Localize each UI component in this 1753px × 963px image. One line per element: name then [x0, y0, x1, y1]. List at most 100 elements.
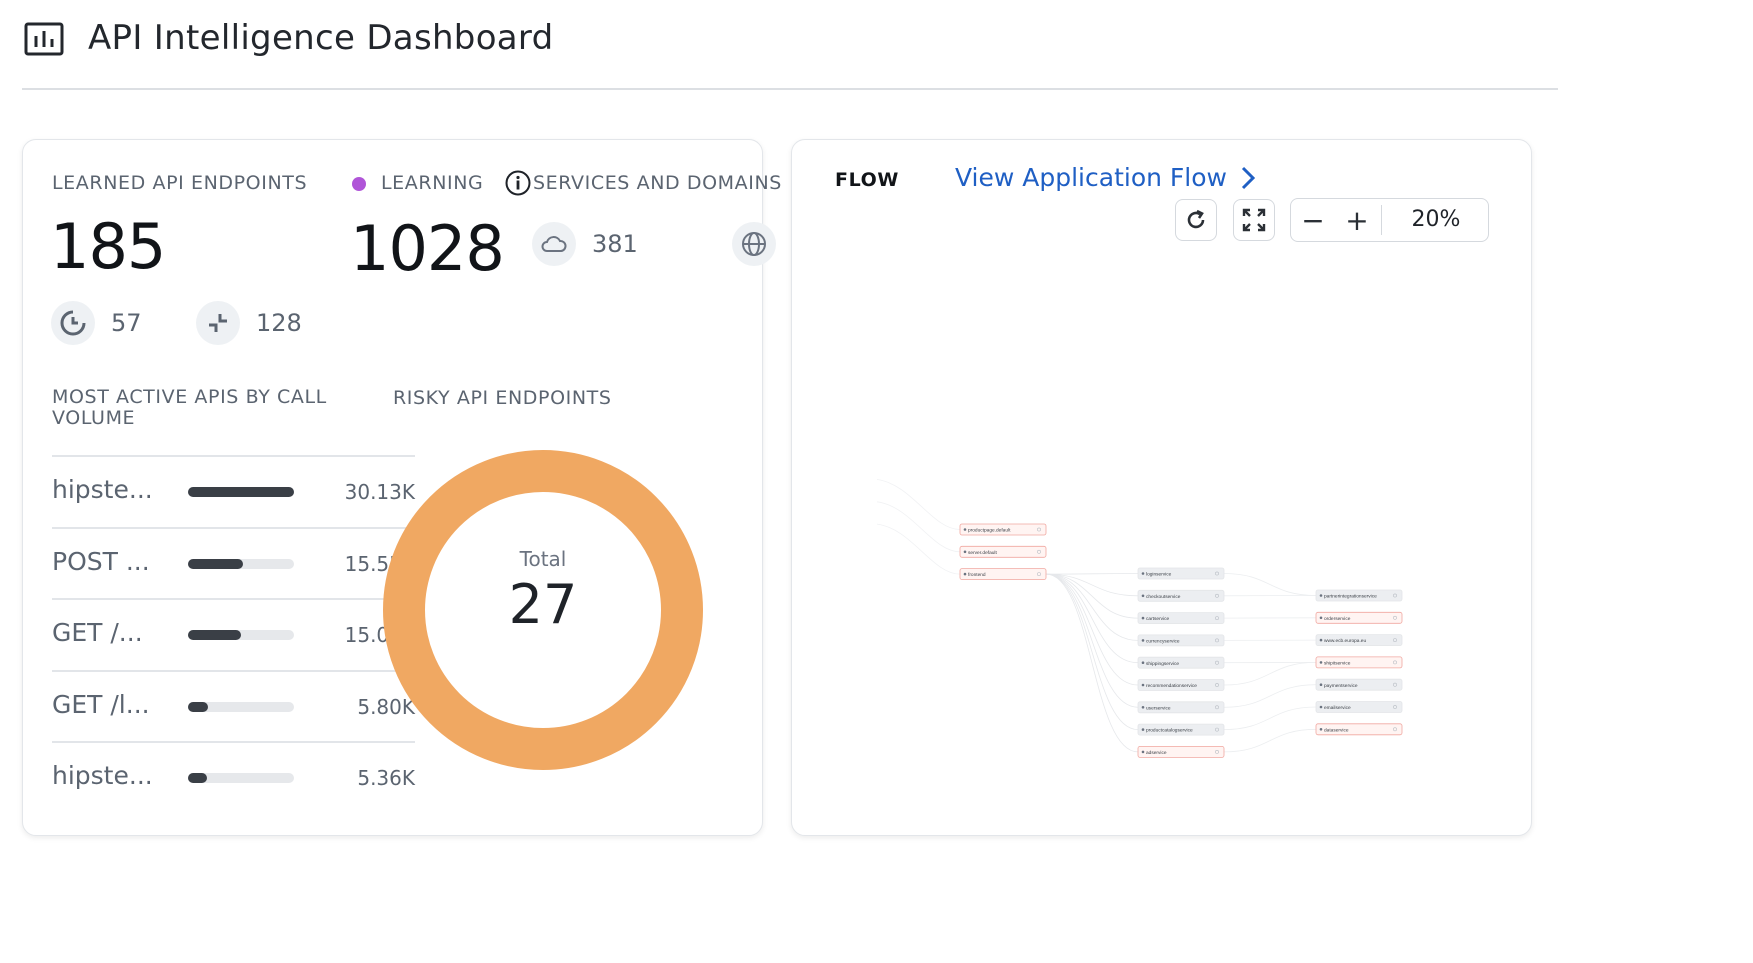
expand-icon — [1242, 208, 1266, 232]
flow-edge — [1045, 573, 1139, 730]
api-call-volume: 30.13K — [344, 480, 415, 504]
api-summary-card: LEARNED API ENDPOINTS 185 LEARNING SERVI… — [22, 139, 823, 836]
flow-node-label: shippingservice — [1146, 661, 1179, 667]
zoom-out-button[interactable]: − — [1301, 203, 1325, 237]
api-row[interactable]: hipste... 30.13K — [52, 455, 415, 527]
flow-node[interactable]: dataservice — [1315, 723, 1403, 736]
flow-edge — [1223, 706, 1317, 730]
flow-node-label: productpage.default — [968, 528, 1011, 534]
flow-node[interactable]: loginservice — [1137, 567, 1225, 580]
api-volume-fill — [188, 558, 244, 569]
flow-node[interactable]: partnerintegrationservice — [1315, 589, 1403, 602]
refresh-button[interactable] — [1175, 199, 1217, 241]
flow-node-label: currencyservice — [1146, 639, 1180, 645]
flow-edge — [876, 523, 961, 575]
api-row[interactable]: GET /... 15.08K — [52, 598, 415, 670]
most-active-apis-label: MOST ACTIVE APIS BY CALL VOLUME — [52, 386, 327, 429]
flow-node[interactable]: frontend — [959, 568, 1047, 581]
flow-node[interactable]: productcatalogservice — [1137, 723, 1225, 736]
api-volume-bar — [188, 558, 294, 569]
api-name: hipste... — [52, 761, 153, 790]
zoom-in-button[interactable]: + — [1345, 203, 1369, 237]
flow-edge — [1045, 573, 1139, 641]
api-row[interactable]: hipste... 5.36K — [52, 741, 415, 813]
flow-edge — [1045, 573, 1139, 686]
cloud-count: 381 — [592, 230, 638, 258]
flow-node-label: adservice — [1146, 750, 1167, 756]
recent-stat: 57 — [51, 301, 142, 345]
api-name: POST ... — [52, 546, 150, 576]
flow-edge — [1045, 573, 1139, 597]
risky-endpoints-donut[interactable]: Total 27 — [382, 449, 704, 771]
flow-node-label: checkoutservice — [1146, 594, 1181, 600]
view-application-flow-link[interactable]: View Application Flow — [955, 163, 1255, 192]
api-row[interactable]: POST ... 15.55K — [52, 526, 415, 599]
services-domains-label: SERVICES AND DOMAINS — [533, 172, 782, 194]
flow-node[interactable]: productpage.default — [959, 523, 1047, 536]
recent-count: 57 — [111, 309, 142, 337]
cloud-stat: 381 — [532, 222, 638, 266]
flow-node[interactable]: shippingservice — [1137, 656, 1225, 669]
bar-chart-icon — [24, 22, 64, 56]
flow-edge — [1045, 573, 1139, 664]
learned-endpoints-count: 185 — [50, 210, 166, 283]
flow-node-label: shipitservice — [1324, 661, 1351, 667]
minimize-arrows-icon — [196, 301, 240, 345]
flow-edge — [1045, 573, 1139, 575]
flow-node[interactable]: currencyservice — [1137, 634, 1225, 647]
flow-edge — [876, 501, 961, 553]
api-volume-fill — [188, 701, 209, 712]
zoom-level: 20% — [1411, 207, 1461, 232]
flow-node[interactable]: checkoutservice — [1137, 589, 1225, 602]
clock-icon — [51, 301, 95, 345]
risky-endpoints-label: RISKY API ENDPOINTS — [393, 387, 612, 409]
globe-icon — [732, 222, 776, 266]
donut-total-label: Total — [519, 547, 567, 571]
flow-node-label: productcatalogservice — [1146, 728, 1193, 734]
learning-label: LEARNING — [381, 172, 484, 194]
api-name: GET /l... — [52, 689, 150, 719]
flow-node-label: partnerintegrationservice — [1324, 594, 1377, 600]
api-volume-bar — [188, 701, 294, 712]
flow-node[interactable]: recommendationservice — [1137, 679, 1225, 691]
flow-node[interactable]: server.default — [959, 545, 1047, 558]
application-flow-graph[interactable]: productpage.default server.default fronten… — [792, 140, 1532, 836]
flow-edge — [876, 479, 961, 530]
flow-node[interactable]: paymentservice — [1315, 678, 1403, 691]
flow-edge — [1045, 573, 1139, 708]
flow-node[interactable]: userservice — [1137, 701, 1225, 714]
api-call-volume: 5.36K — [357, 766, 415, 790]
flow-edge — [1045, 573, 1139, 619]
refresh-icon — [1187, 209, 1205, 229]
page-header: API Intelligence Dashboard — [22, 0, 1558, 90]
flow-node-label: www.ecb.europa.eu — [1324, 638, 1366, 644]
flow-node[interactable]: www.ecb.europa.eu — [1315, 634, 1403, 647]
flow-node[interactable]: orderservice — [1315, 611, 1403, 624]
flow-edge — [1223, 662, 1317, 686]
flow-node-label: cartservice — [1146, 616, 1170, 622]
view-application-flow-label: View Application Flow — [955, 163, 1227, 192]
flow-node[interactable]: shipitservice — [1315, 656, 1403, 669]
flow-node-label: loginservice — [1146, 572, 1172, 578]
flow-node[interactable]: cartservice — [1137, 612, 1225, 625]
other-count: 128 — [256, 309, 302, 337]
flow-title: FLOW — [835, 169, 899, 191]
flow-node[interactable]: adservice — [1137, 746, 1225, 758]
api-row[interactable]: GET /l... 5.80K — [52, 669, 415, 742]
learning-status-dot — [352, 177, 366, 191]
info-icon[interactable] — [505, 170, 531, 196]
page-title: API Intelligence Dashboard — [88, 18, 554, 58]
flow-edges — [876, 479, 1317, 753]
api-volume-fill — [188, 773, 208, 783]
api-volume-fill — [188, 630, 241, 640]
donut-total-value: 27 — [508, 573, 578, 636]
flow-node[interactable]: emailservice — [1315, 701, 1403, 713]
flow-node-label: recommendationservice — [1146, 683, 1197, 689]
most-active-apis-list: hipste... 30.13K POST ... 15.55K GET /..… — [52, 455, 415, 813]
api-volume-bar — [188, 630, 294, 640]
flow-node-label: userservice — [1146, 705, 1171, 711]
learned-endpoints-label: LEARNED API ENDPOINTS — [52, 172, 308, 194]
api-volume-bar — [188, 487, 294, 497]
flow-edge — [1223, 684, 1317, 708]
fullscreen-button[interactable] — [1233, 199, 1275, 241]
